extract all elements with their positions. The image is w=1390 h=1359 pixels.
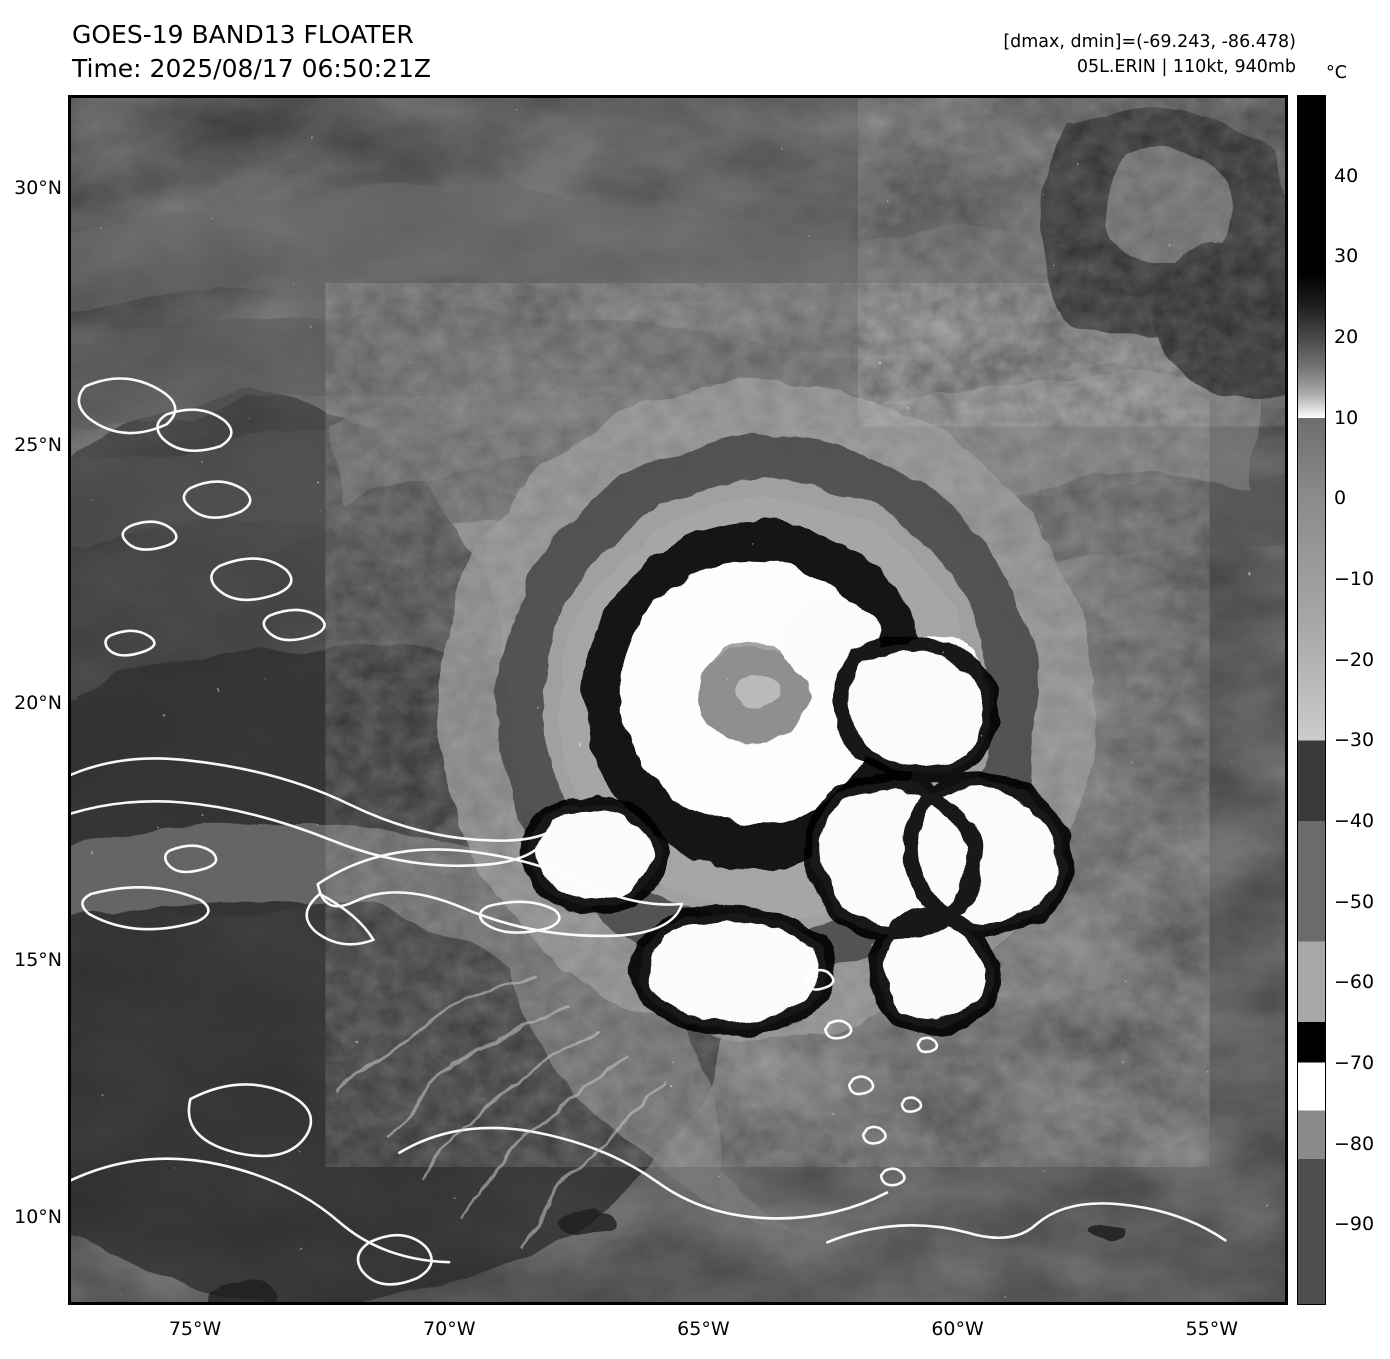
colorbar-tick-label: −50 [1334, 890, 1375, 913]
longitude-tick-label: 60°W [931, 1318, 984, 1340]
latitude-tick-label: 20°N [14, 691, 62, 714]
latitude-tick-label: 25°N [14, 434, 62, 457]
colorbar-tick-label: −60 [1334, 971, 1375, 994]
timestamp: Time: 2025/08/17 06:50:21Z [72, 54, 431, 83]
colorbar-tick-label: 40 [1334, 164, 1359, 187]
colorbar-tick-label: −70 [1334, 1052, 1375, 1074]
latitude-tick-label: 10°N [14, 1206, 62, 1229]
colorbar-tick-label: 20 [1334, 326, 1359, 348]
dmax-dmin-label: [dmax, dmin]=(-69.243, -86.478) [1003, 32, 1296, 52]
colorbar-tick-label: 10 [1334, 406, 1359, 429]
colorbar-unit-label: °C [1326, 63, 1347, 83]
longitude-tick-label: 55°W [1185, 1318, 1238, 1340]
latitude-tick-label: 30°N [14, 176, 62, 199]
longitude-tick-label: 65°W [677, 1318, 730, 1340]
colorbar-tick-label: −80 [1334, 1132, 1375, 1155]
longitude-tick-label: 75°W [168, 1318, 222, 1340]
colorbar-tick-label: −90 [1334, 1213, 1375, 1236]
satellite-imagery [71, 98, 1285, 1302]
metadata-block: [dmax, dmin]=(-69.243, -86.478) 05L.ERIN… [1003, 30, 1296, 80]
satellite-image-plot[interactable]: Copyright © 2020-2025 Dapiya [68, 95, 1288, 1305]
colorbar-gradient [1298, 96, 1325, 1304]
product-title: GOES-19 BAND13 FLOATER [72, 20, 414, 49]
temperature-colorbar[interactable] [1297, 95, 1326, 1305]
storm-info-label: 05L.ERIN | 110kt, 940mb [1076, 56, 1296, 77]
colorbar-tick-label: −10 [1334, 568, 1375, 590]
colorbar-tick-label: 30 [1334, 245, 1359, 268]
latitude-tick-label: 15°N [14, 949, 62, 972]
colorbar-tick-label: 0 [1334, 487, 1347, 510]
longitude-tick-label: 70°W [423, 1318, 476, 1340]
colorbar-tick-label: −20 [1334, 648, 1375, 671]
page-title: GOES-19 BAND13 FLOATER Time: 2025/08/17 … [72, 18, 431, 86]
colorbar-tick-label: −30 [1334, 729, 1375, 752]
colorbar-tick-label: −40 [1334, 810, 1375, 832]
